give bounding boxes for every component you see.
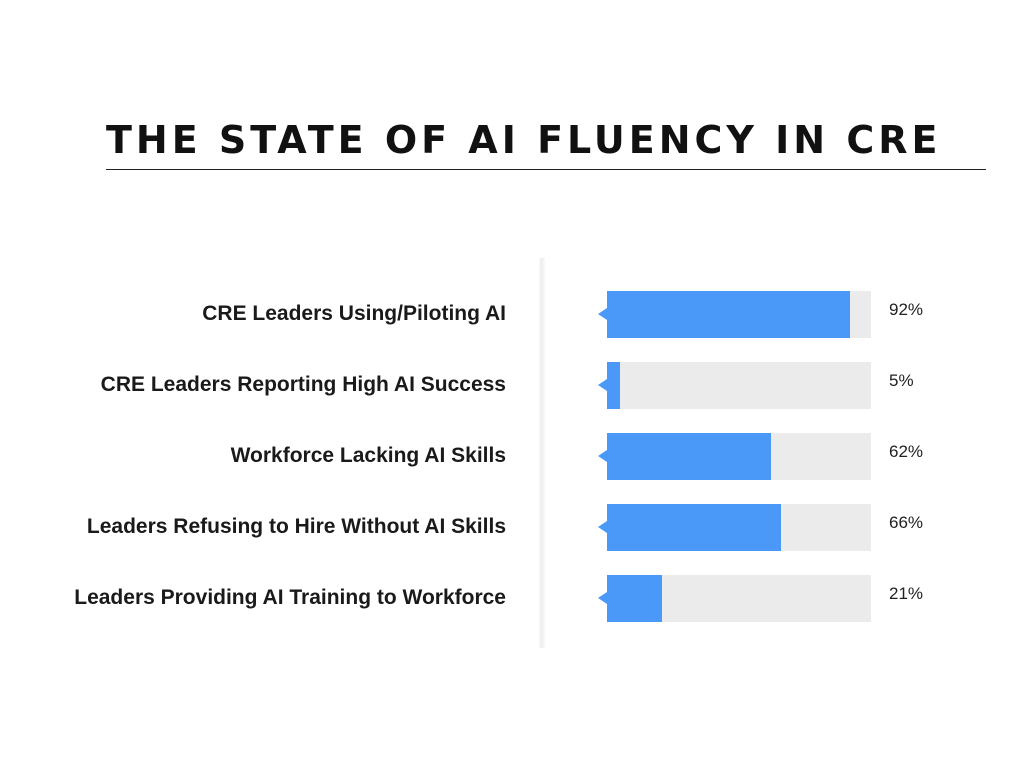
data-label: 92% [889, 300, 924, 319]
title-underline [106, 169, 986, 170]
category-label: Leaders Refusing to Hire Without AI Skil… [86, 515, 506, 538]
bar-pointer [598, 521, 607, 533]
bar-track [607, 432, 871, 480]
bar [607, 290, 850, 338]
bar-track [607, 290, 871, 338]
bar-track [607, 503, 871, 551]
category-label: Leaders Providing AI Training to Workfor… [74, 586, 506, 609]
data-label: 62% [889, 442, 924, 461]
bar-pointer [598, 450, 607, 462]
chart-divider [538, 258, 546, 648]
bar-track [607, 574, 871, 622]
data-label: 5% [889, 371, 914, 390]
bar [607, 361, 621, 409]
bar [607, 432, 771, 480]
page-title: THE STATE OF AI FLUENCY IN CRE [106, 118, 942, 162]
bar [607, 574, 663, 622]
bar-pointer [598, 308, 607, 320]
bar-track [607, 361, 871, 409]
category-label: Workforce Lacking AI Skills [230, 444, 506, 467]
category-label: CRE Leaders Using/Piloting AI [202, 302, 506, 325]
bar-pointer [598, 379, 607, 391]
bar [607, 503, 782, 551]
bar-pointer [598, 592, 607, 604]
category-label: CRE Leaders Reporting High AI Success [100, 373, 506, 396]
data-label: 21% [889, 584, 924, 603]
data-label: 66% [889, 513, 924, 532]
